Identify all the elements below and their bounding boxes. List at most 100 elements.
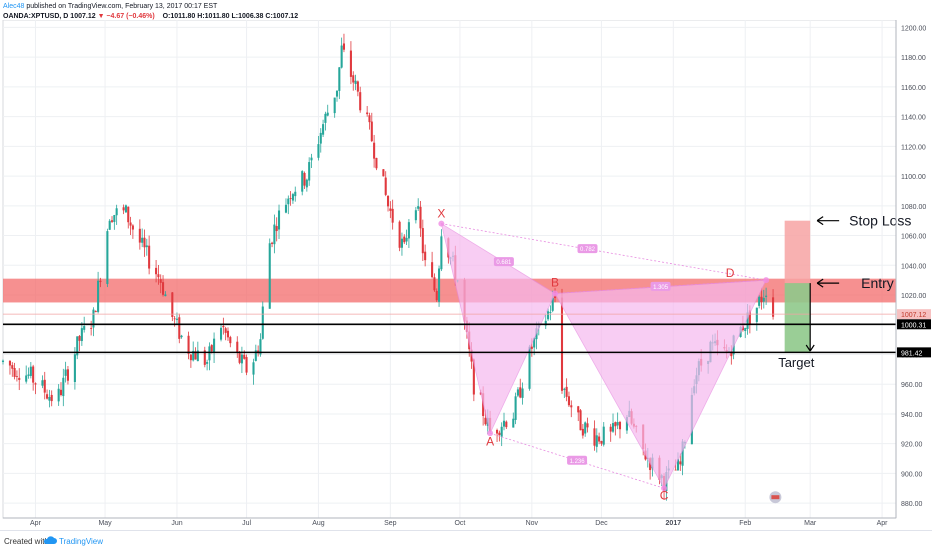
candle-body — [563, 388, 566, 390]
y-tick-label: 1020.00 — [901, 293, 926, 300]
candle-body — [403, 236, 406, 243]
candle-body — [203, 350, 206, 365]
candle-body — [8, 360, 12, 366]
ratio-badge — [493, 257, 514, 267]
candle-body — [611, 423, 615, 432]
y-tick-label: 1040.00 — [901, 263, 926, 270]
candle-body — [512, 418, 515, 428]
candle-body — [308, 162, 311, 181]
pattern-point-label: B — [551, 276, 559, 290]
candle-body — [127, 206, 130, 223]
candle-body — [66, 369, 69, 381]
candle-body — [305, 179, 308, 188]
candle-body — [206, 362, 209, 364]
candle-body — [567, 396, 570, 406]
candle-body — [310, 157, 313, 161]
price-tag-label: 981.42 — [901, 350, 923, 357]
author-link[interactable]: Alec48 — [3, 3, 25, 10]
candle-body — [192, 350, 195, 361]
candle-body — [549, 312, 552, 313]
x-tick-label: Mar — [804, 520, 817, 527]
candle-body — [108, 220, 111, 230]
candle-body — [92, 309, 95, 328]
candle-body — [514, 396, 517, 420]
candle-body — [498, 432, 501, 435]
candle-body — [421, 228, 424, 254]
candle-body — [159, 279, 162, 283]
candle-body — [13, 368, 16, 377]
candle-body — [553, 296, 557, 298]
candle-body — [97, 280, 100, 312]
pattern-point-label: A — [486, 434, 494, 448]
candle-body — [570, 405, 573, 408]
candle-body — [400, 238, 403, 248]
tradingview-brand[interactable]: TradingView — [59, 537, 104, 546]
candle-body — [359, 92, 362, 111]
x-tick-label: Feb — [739, 520, 751, 527]
candle-body — [57, 388, 60, 402]
candle-body — [681, 441, 684, 466]
pattern-point-label: X — [437, 207, 445, 221]
stop-loss-label: Stop Loss — [849, 213, 911, 229]
candle-body — [338, 67, 341, 91]
candle-body — [386, 195, 390, 207]
candle-body — [319, 132, 322, 144]
candle-body — [155, 267, 158, 275]
candle-body — [301, 171, 304, 192]
candle-body — [143, 237, 146, 248]
y-tick-label: 1080.00 — [901, 204, 926, 211]
candle-body — [90, 328, 93, 329]
price-tag-label: 1000.31 — [901, 322, 926, 329]
candle-body — [340, 45, 343, 68]
pattern-point-label: C — [660, 488, 669, 502]
candle-body — [271, 242, 274, 244]
candle-body — [593, 428, 596, 446]
candle-body — [141, 237, 144, 243]
candle-body — [62, 377, 65, 397]
candle-body — [544, 320, 547, 326]
candle-body — [115, 208, 118, 216]
candle-body — [43, 379, 46, 393]
candle-body — [577, 406, 580, 413]
candle-body — [533, 338, 536, 348]
candle-body — [755, 307, 758, 322]
x-tick-label: Jun — [171, 520, 182, 527]
candle-body — [407, 222, 410, 239]
candle-body — [760, 296, 763, 303]
candle-body — [744, 327, 747, 331]
x-tick-label: Jul — [242, 520, 251, 527]
candle-body — [243, 354, 246, 359]
candle-body — [505, 421, 508, 428]
candle-body — [99, 280, 102, 283]
candle-body — [373, 142, 376, 159]
candle-body — [746, 312, 749, 329]
candle-body — [252, 362, 255, 375]
candle-body — [342, 43, 346, 50]
candle-body — [433, 277, 436, 291]
candle-body — [245, 357, 248, 373]
plot-frame — [2, 20, 897, 519]
candle-body — [173, 318, 176, 320]
stop-loss-arrow-head — [816, 216, 824, 226]
candle-body — [424, 251, 427, 261]
candle-body — [405, 237, 408, 242]
candle-body — [289, 198, 292, 199]
pattern-point — [552, 290, 559, 297]
candle-body — [259, 339, 262, 355]
candle-body — [598, 436, 601, 442]
candle-body — [138, 228, 141, 243]
candle-body — [602, 426, 605, 445]
candle-body — [287, 198, 290, 205]
candle-body — [560, 297, 564, 391]
pattern-point — [487, 430, 494, 437]
candle-body — [196, 350, 199, 362]
candle-body — [435, 290, 438, 301]
candle-body — [294, 191, 297, 197]
candle-body — [113, 215, 116, 222]
candle-body — [175, 318, 179, 320]
candle-body — [11, 365, 14, 369]
candle-body — [324, 113, 327, 123]
price-chart[interactable]: 0.681 0.782 1.305 1.236 X A B C D Stop Loss Entry… — [0, 20, 932, 530]
candle-body — [679, 461, 682, 465]
candle-body — [254, 350, 257, 361]
